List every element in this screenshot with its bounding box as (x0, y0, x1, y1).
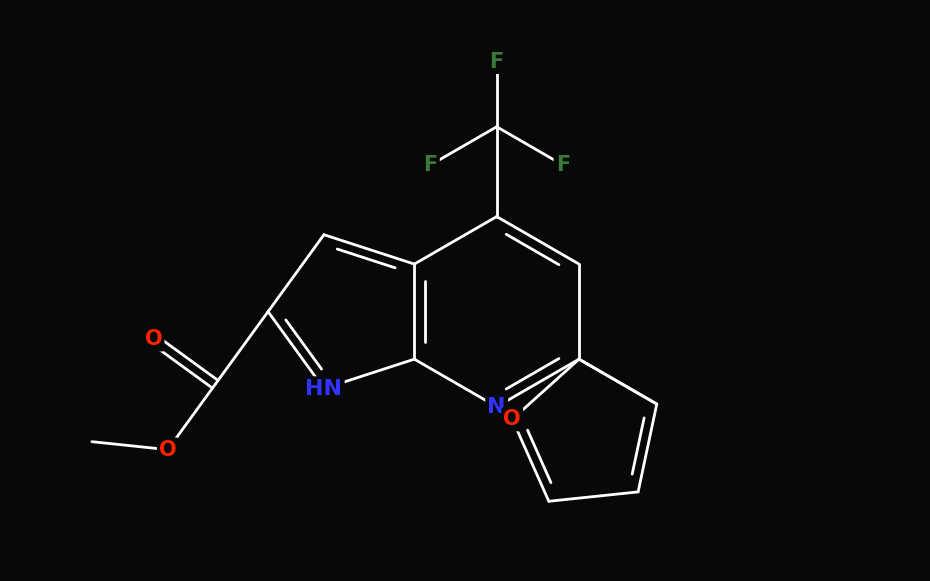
Text: HN: HN (305, 379, 342, 399)
Text: F: F (423, 155, 438, 175)
Text: N: N (487, 397, 506, 417)
Text: O: O (145, 329, 163, 349)
Text: O: O (503, 409, 521, 429)
Text: F: F (555, 155, 570, 175)
Text: O: O (159, 440, 177, 460)
Text: F: F (489, 52, 504, 72)
